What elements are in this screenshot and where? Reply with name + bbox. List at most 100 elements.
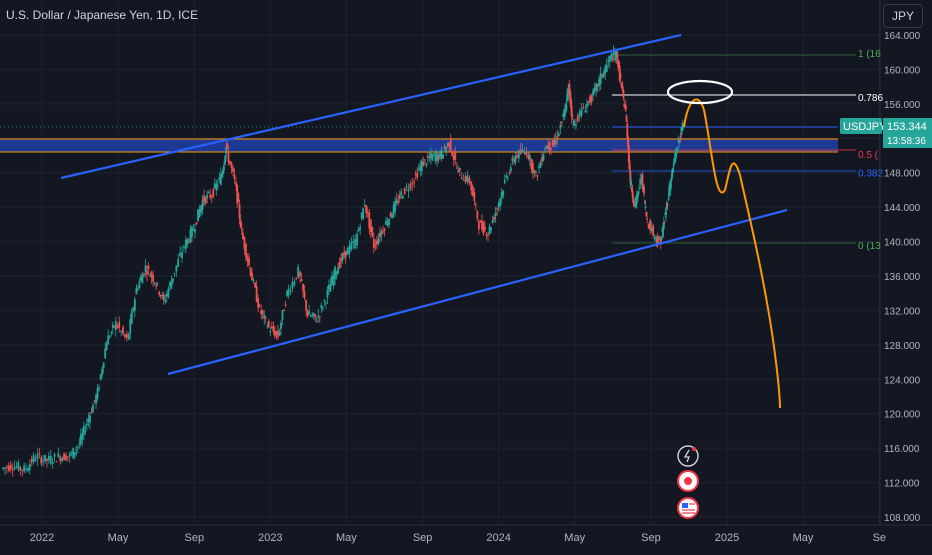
candle-body[interactable] xyxy=(509,167,512,172)
candle-body[interactable] xyxy=(238,204,241,219)
candle-body[interactable] xyxy=(229,160,231,165)
candle-body[interactable] xyxy=(674,156,677,163)
candle-body[interactable] xyxy=(627,145,630,163)
candle-body[interactable] xyxy=(476,210,479,219)
candle-body[interactable] xyxy=(161,294,164,297)
candle-body[interactable] xyxy=(517,150,520,159)
candle-body[interactable] xyxy=(681,123,684,130)
candle-body[interactable] xyxy=(137,288,139,290)
candle-body[interactable] xyxy=(550,148,553,150)
candle-body[interactable] xyxy=(377,238,380,244)
candle-body[interactable] xyxy=(672,163,675,167)
candle-body[interactable] xyxy=(536,175,539,177)
candle-body[interactable] xyxy=(458,167,461,171)
candle-body[interactable] xyxy=(398,195,401,199)
candle-body[interactable] xyxy=(225,146,228,154)
candle-body[interactable] xyxy=(419,165,422,171)
candle-body[interactable] xyxy=(439,151,441,158)
candle-body[interactable] xyxy=(457,169,460,173)
candle-body[interactable] xyxy=(554,138,557,145)
candle-body[interactable] xyxy=(365,204,368,214)
candle-body[interactable] xyxy=(621,86,624,92)
candle-body[interactable] xyxy=(187,241,190,243)
candle-body[interactable] xyxy=(159,295,162,297)
candle-body[interactable] xyxy=(589,96,591,103)
candle-body[interactable] xyxy=(422,161,425,167)
candle-body[interactable] xyxy=(573,120,575,126)
candle-body[interactable] xyxy=(210,196,213,198)
candle-body[interactable] xyxy=(656,237,659,246)
candle-body[interactable] xyxy=(270,326,273,329)
price-tag[interactable]: USDJPY 153.344 13:58:36 xyxy=(840,118,932,148)
candle-body[interactable] xyxy=(272,326,275,332)
candle-body[interactable] xyxy=(614,56,617,61)
candle-body[interactable] xyxy=(635,193,638,204)
candle-body[interactable] xyxy=(152,275,155,282)
candle-body[interactable] xyxy=(9,464,12,470)
candle-body[interactable] xyxy=(321,307,324,309)
candle-body[interactable] xyxy=(560,122,563,124)
candle-body[interactable] xyxy=(411,182,414,185)
candle-body[interactable] xyxy=(385,220,387,225)
candle-body[interactable] xyxy=(400,191,403,196)
candle-body[interactable] xyxy=(371,227,374,237)
candle-body[interactable] xyxy=(409,183,412,189)
candle-body[interactable] xyxy=(452,155,455,160)
candle-body[interactable] xyxy=(618,61,620,67)
candle-body[interactable] xyxy=(596,84,599,87)
candle-body[interactable] xyxy=(255,286,258,302)
candle-body[interactable] xyxy=(562,112,565,118)
candle-body[interactable] xyxy=(628,160,631,170)
candle-body[interactable] xyxy=(630,188,633,192)
candle-body[interactable] xyxy=(306,310,309,317)
candle-body[interactable] xyxy=(42,460,45,462)
candle-body[interactable] xyxy=(98,386,100,389)
candle-body[interactable] xyxy=(213,183,216,188)
candle-body[interactable] xyxy=(473,192,476,201)
currency-button[interactable]: JPY xyxy=(883,4,923,28)
candle-body[interactable] xyxy=(389,212,392,217)
candle-body[interactable] xyxy=(44,454,46,462)
candle-body[interactable] xyxy=(275,331,278,335)
candle-body[interactable] xyxy=(175,265,178,272)
candle-body[interactable] xyxy=(297,266,300,278)
candle-body[interactable] xyxy=(482,222,485,234)
candle-body[interactable] xyxy=(27,468,29,472)
candle-body[interactable] xyxy=(382,231,384,233)
candle-body[interactable] xyxy=(246,256,249,261)
candle-body[interactable] xyxy=(658,236,661,239)
candle-body[interactable] xyxy=(308,311,311,315)
candle-body[interactable] xyxy=(488,226,491,234)
candle-body[interactable] xyxy=(329,284,332,292)
candle-body[interactable] xyxy=(366,212,369,215)
candle-body[interactable] xyxy=(414,173,417,175)
candle-body[interactable] xyxy=(556,136,559,139)
candle-body[interactable] xyxy=(328,284,330,290)
candle-body[interactable] xyxy=(479,220,482,223)
candle-body[interactable] xyxy=(53,454,56,457)
candle-body[interactable] xyxy=(662,226,664,237)
candle-body[interactable] xyxy=(431,155,434,161)
candle-body[interactable] xyxy=(663,221,666,223)
candle-body[interactable] xyxy=(659,238,662,245)
candle-body[interactable] xyxy=(386,223,389,226)
candle-body[interactable] xyxy=(90,412,93,414)
candle-body[interactable] xyxy=(625,115,628,122)
candle-body[interactable] xyxy=(59,456,62,462)
candle-body[interactable] xyxy=(38,452,41,455)
candle-body[interactable] xyxy=(491,220,494,223)
candle-body[interactable] xyxy=(462,179,465,181)
candle-body[interactable] xyxy=(204,197,207,204)
candle-body[interactable] xyxy=(249,267,252,276)
candle-body[interactable] xyxy=(471,186,474,197)
candle-body[interactable] xyxy=(195,222,198,225)
candle-body[interactable] xyxy=(254,282,257,288)
candle-body[interactable] xyxy=(158,291,161,295)
candle-body[interactable] xyxy=(293,281,296,286)
candle-body[interactable] xyxy=(643,201,646,203)
candle-body[interactable] xyxy=(63,453,65,461)
candle-body[interactable] xyxy=(346,247,349,255)
candle-body[interactable] xyxy=(114,321,117,330)
candle-body[interactable] xyxy=(622,90,625,98)
candle-body[interactable] xyxy=(79,434,82,445)
